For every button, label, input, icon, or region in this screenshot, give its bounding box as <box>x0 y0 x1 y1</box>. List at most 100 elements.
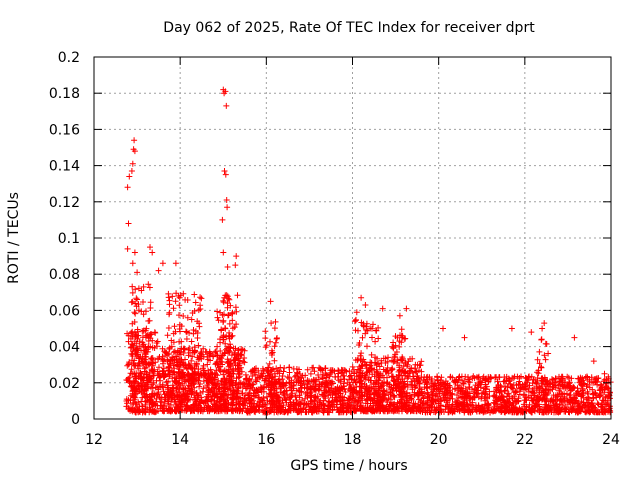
data-point <box>369 334 375 341</box>
data-point <box>172 260 179 267</box>
data-point <box>538 336 545 343</box>
data-point <box>157 383 164 390</box>
data-point <box>318 402 325 408</box>
data-point <box>339 393 346 400</box>
data-point <box>223 102 230 109</box>
data-point <box>375 335 382 342</box>
data-point <box>195 402 202 409</box>
x-axis-title: GPS time / hours <box>290 458 407 474</box>
data-point <box>169 406 176 413</box>
data-point <box>159 355 166 362</box>
data-point <box>197 294 204 301</box>
data-point <box>262 335 269 342</box>
data-point <box>171 348 178 355</box>
data-point <box>496 374 502 381</box>
data-point <box>340 383 347 390</box>
data-point <box>541 320 548 327</box>
data-point <box>324 402 331 409</box>
data-point <box>191 291 198 298</box>
data-point <box>125 220 132 227</box>
data-point <box>165 294 172 301</box>
data-point <box>329 378 335 385</box>
data-point <box>297 380 304 387</box>
data-point <box>267 338 273 345</box>
data-point <box>270 366 276 373</box>
data-point <box>242 392 249 398</box>
y-tick-label: 0.04 <box>49 340 80 356</box>
data-point <box>331 368 338 375</box>
data-point <box>461 334 468 341</box>
data-point <box>128 329 135 336</box>
data-point <box>299 397 306 404</box>
data-point <box>315 372 322 378</box>
data-point <box>224 407 231 414</box>
data-point <box>261 407 268 414</box>
data-point <box>252 409 259 416</box>
data-point <box>294 369 300 376</box>
data-point <box>146 284 153 291</box>
data-point <box>319 407 326 414</box>
data-point <box>135 399 142 406</box>
data-point <box>151 329 158 336</box>
data-point <box>267 404 274 411</box>
data-point <box>222 171 229 178</box>
data-point <box>217 368 224 375</box>
data-point <box>221 168 228 174</box>
data-point <box>171 323 178 330</box>
data-point <box>204 361 211 368</box>
data-point <box>147 343 154 350</box>
y-tick-label: 0.12 <box>49 195 80 211</box>
data-point <box>273 398 280 405</box>
data-point <box>132 394 139 401</box>
data-point <box>238 368 245 375</box>
data-point <box>145 318 152 324</box>
data-point <box>317 367 324 374</box>
data-point <box>224 204 231 211</box>
data-point <box>389 343 396 350</box>
data-point <box>310 364 317 371</box>
data-point <box>308 384 315 391</box>
data-point <box>189 353 196 360</box>
data-point <box>241 359 248 366</box>
data-point <box>155 267 162 274</box>
data-point <box>280 379 287 386</box>
data-point <box>156 364 162 371</box>
data-point <box>310 407 316 414</box>
data-point <box>295 401 302 408</box>
data-point <box>166 301 173 308</box>
data-point <box>293 387 300 394</box>
data-point <box>131 137 138 144</box>
data-point <box>287 392 294 399</box>
data-point <box>203 397 210 404</box>
data-point <box>220 317 227 324</box>
data-point <box>197 306 204 312</box>
data-point <box>151 345 158 351</box>
data-point <box>247 368 254 375</box>
data-point <box>298 384 305 391</box>
data-point <box>539 325 546 332</box>
y-tick-label: 0.06 <box>49 303 80 319</box>
chart-title: Day 062 of 2025, Rate Of TEC Index for r… <box>163 20 535 36</box>
data-point <box>188 357 195 364</box>
data-point <box>260 370 267 377</box>
data-point <box>124 184 131 191</box>
data-point <box>288 377 295 384</box>
data-point <box>123 403 130 410</box>
data-point <box>376 363 383 370</box>
data-point <box>234 292 241 299</box>
data-point <box>283 387 290 394</box>
data-point <box>542 356 549 363</box>
data-point <box>313 376 320 383</box>
y-tick-label: 0.18 <box>49 86 80 102</box>
data-point <box>131 249 138 256</box>
data-point <box>341 376 348 383</box>
data-point <box>256 402 263 409</box>
data-point <box>132 310 139 317</box>
data-point <box>194 406 201 413</box>
x-tick-label: 18 <box>344 432 362 448</box>
data-point <box>233 321 240 328</box>
data-point <box>145 281 152 288</box>
data-point <box>348 376 355 382</box>
data-point <box>149 249 156 256</box>
data-point <box>147 299 154 306</box>
